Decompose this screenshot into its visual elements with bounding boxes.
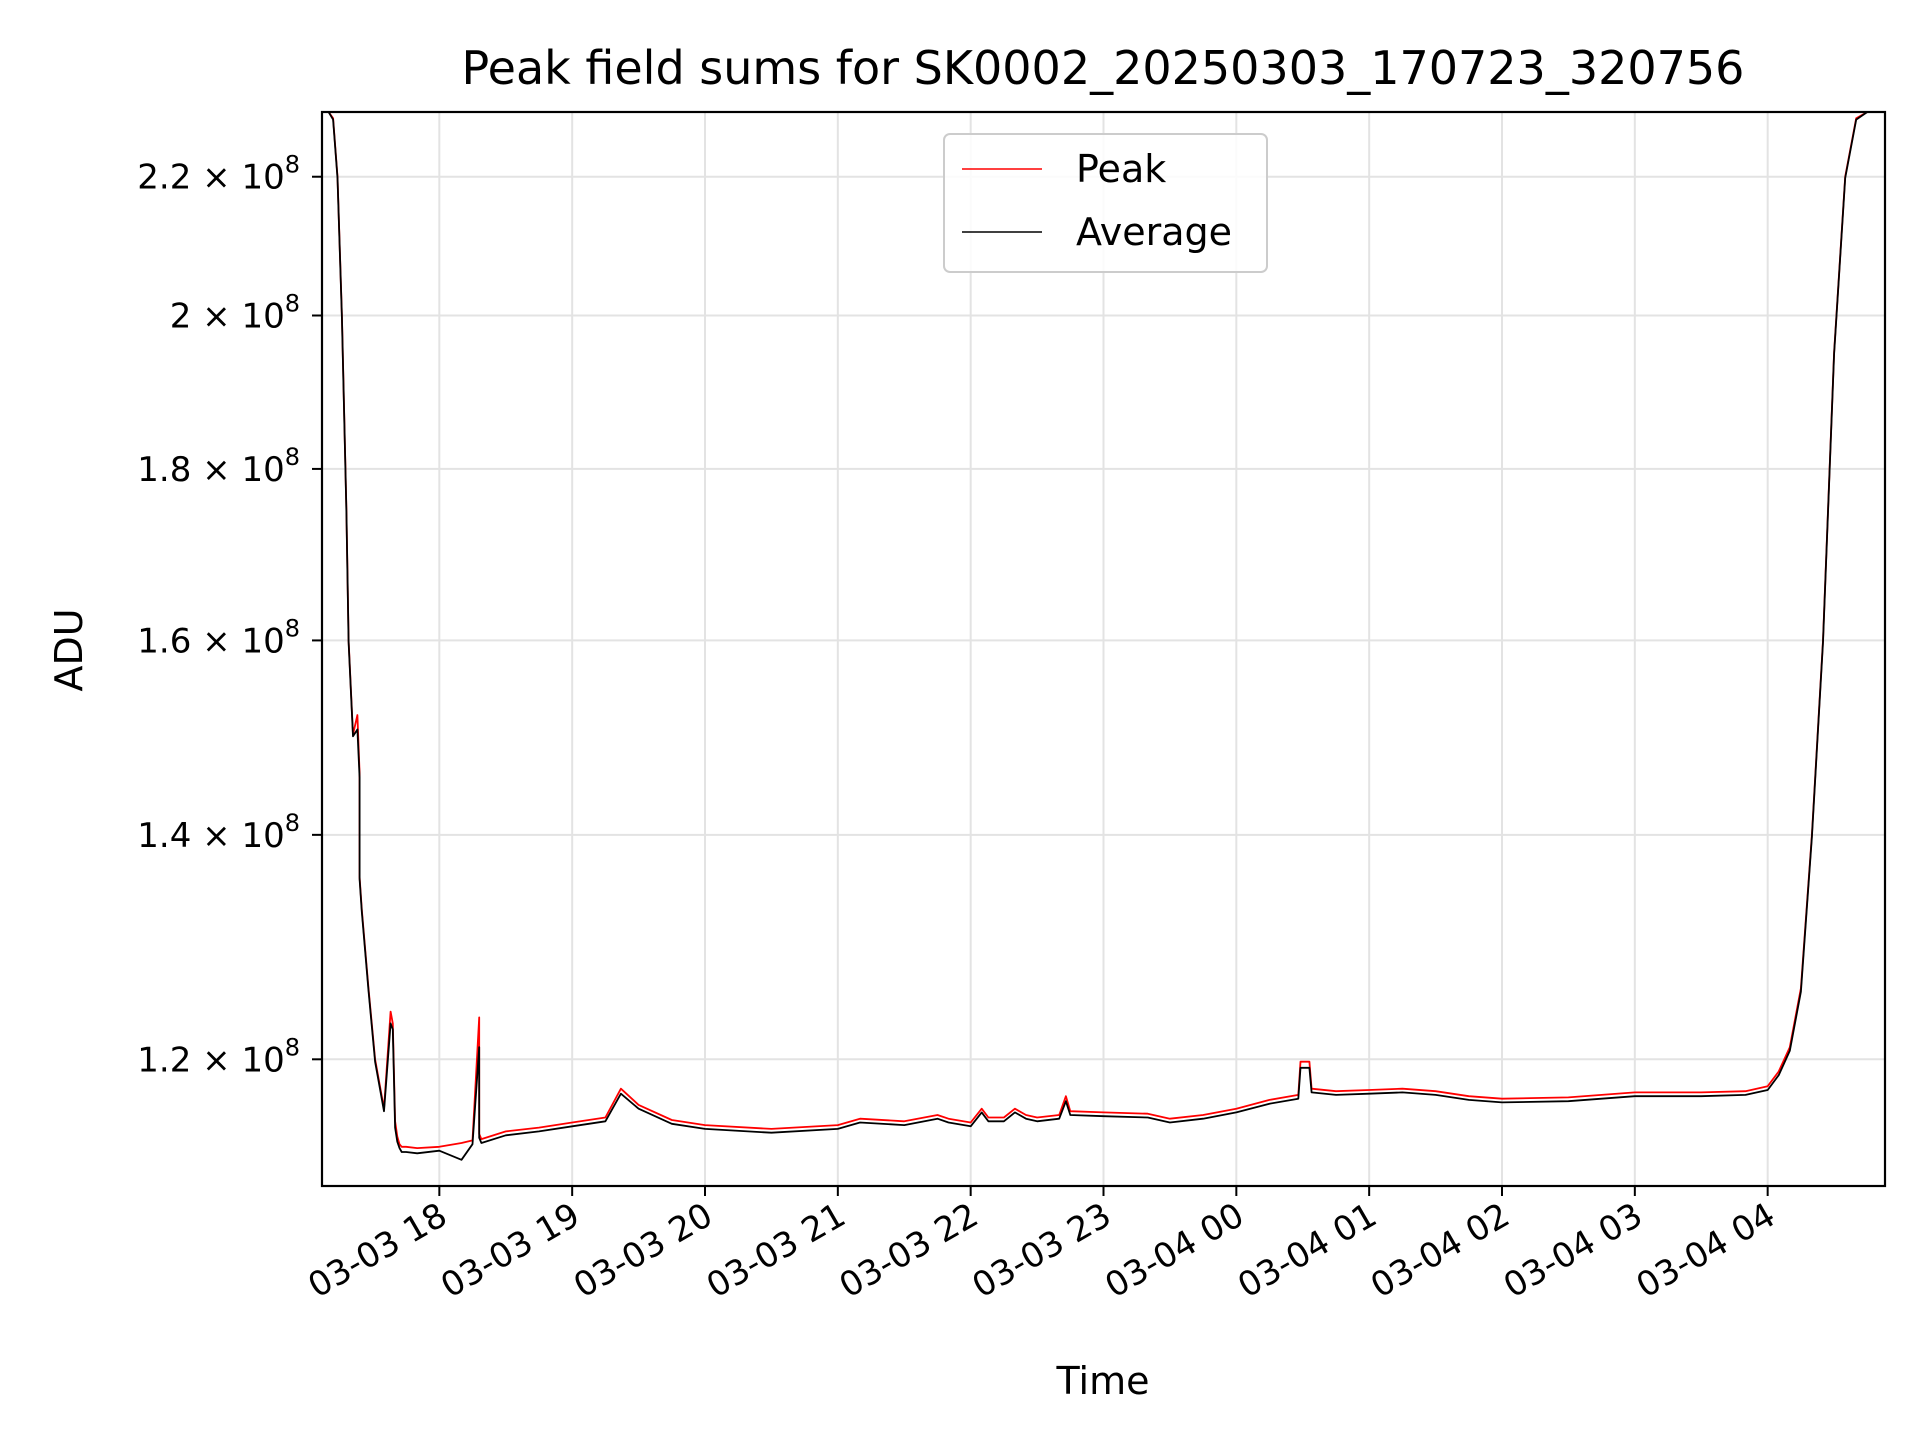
legend-label-peak: Peak [1076,147,1166,191]
y-axis: 1.2 × 108 1.4 × 108 1.6 × 108 1.8 × 108 2 × … [137,151,322,1080]
y-tick-label: 1.4 × 108 [137,809,300,856]
y-axis-label: ADU [47,608,91,691]
x-axis-label: Time [1056,1359,1150,1403]
y-tick-label: 2.2 × 108 [137,151,300,198]
grid [322,112,1885,1186]
chart-title: Peak field sums for SK0002_20250303_1707… [462,41,1745,95]
legend: Peak Average [943,133,1268,273]
series-layer [322,111,1885,1161]
legend-label-average: Average [1076,210,1232,254]
y-tick-label: 1.2 × 108 [137,1033,300,1080]
y-tick-label: 1.6 × 108 [137,614,300,661]
y-tick-label: 1.8 × 108 [137,443,300,490]
y-tick-label: 2 × 108 [170,290,300,337]
series-line-average [322,111,1885,1161]
